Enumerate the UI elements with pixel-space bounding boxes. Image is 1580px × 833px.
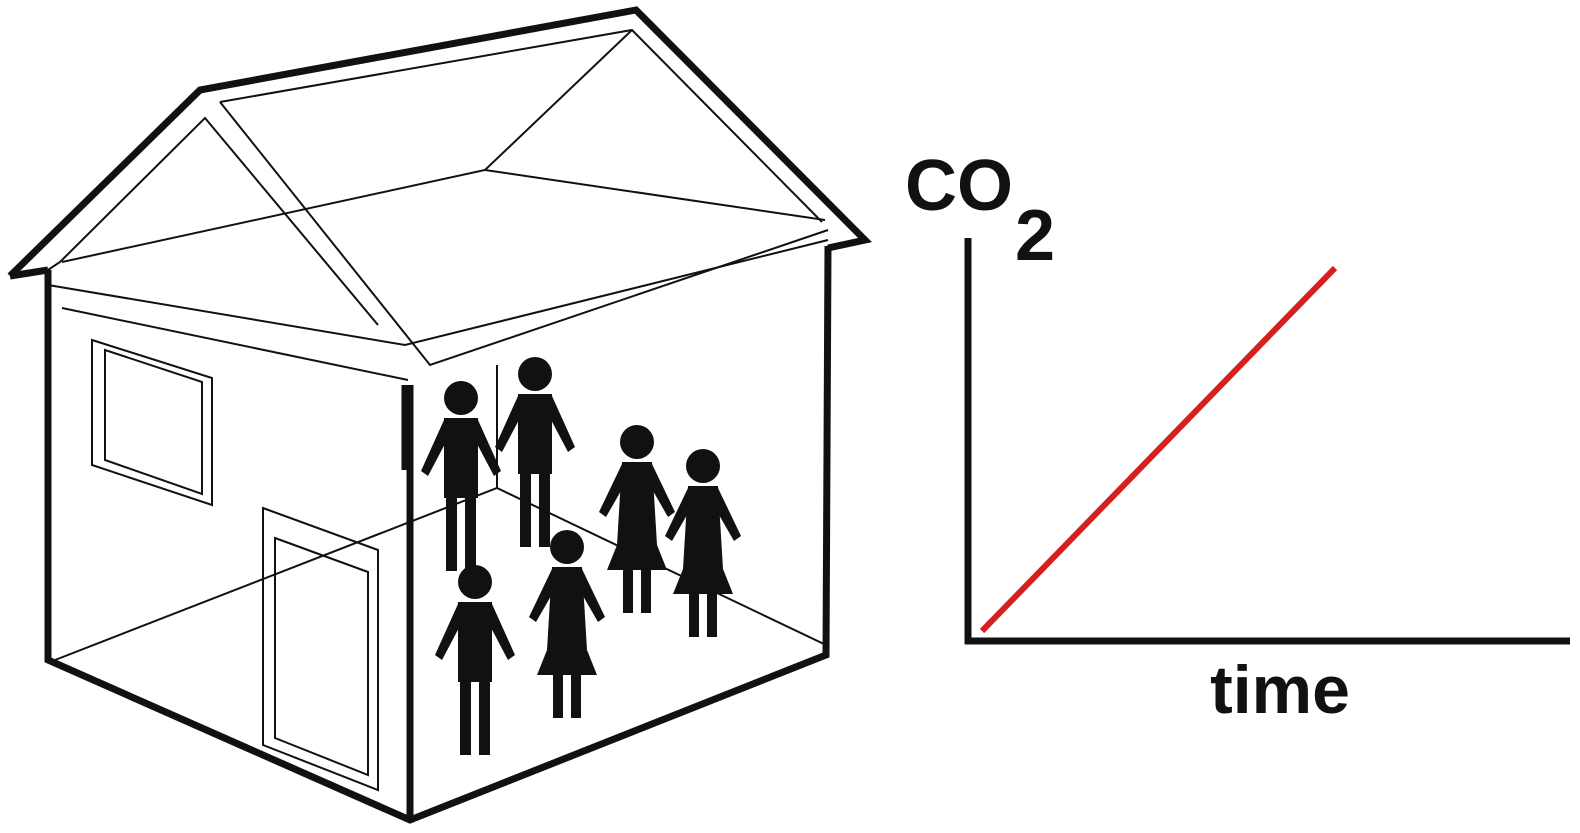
trend-line	[979, 265, 1338, 634]
window-inner	[104, 348, 203, 496]
roof-eave	[9, 266, 49, 280]
person	[529, 530, 605, 718]
door	[262, 506, 379, 792]
roof-outline	[7, 6, 872, 279]
window	[91, 338, 213, 507]
house	[7, 6, 872, 824]
graph: CO 2 time	[905, 146, 1570, 728]
roof-back-right	[484, 169, 826, 221]
person	[421, 381, 501, 571]
person	[435, 565, 515, 755]
roof-gable	[47, 116, 379, 326]
door-inner	[274, 536, 369, 777]
roof-ridge	[219, 28, 823, 223]
y-label: CO	[905, 146, 1013, 226]
x-label: time	[1210, 652, 1350, 728]
wall-top	[47, 239, 829, 347]
person	[665, 449, 741, 637]
person	[599, 425, 675, 613]
y-label-subscript: 2	[1015, 196, 1055, 276]
wall-top-inner	[61, 307, 409, 381]
roof-hip	[219, 101, 829, 367]
